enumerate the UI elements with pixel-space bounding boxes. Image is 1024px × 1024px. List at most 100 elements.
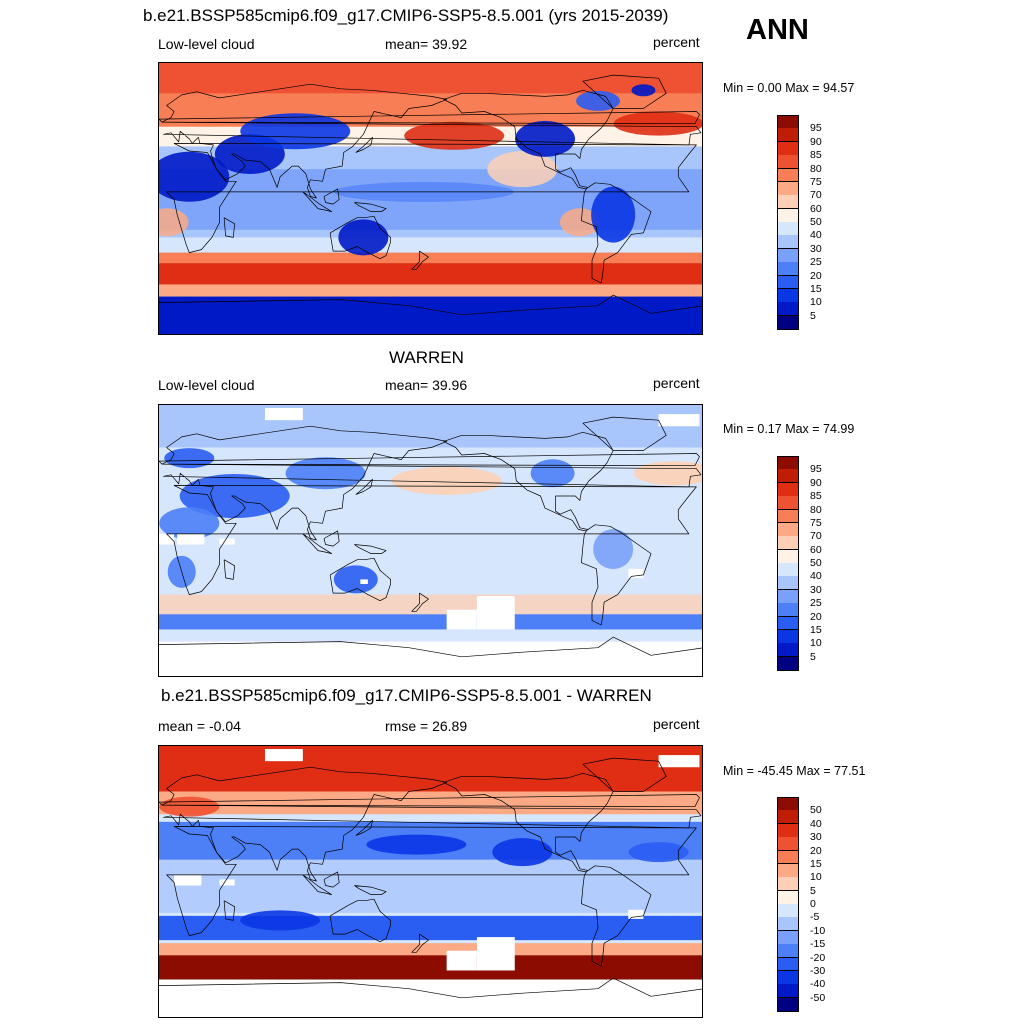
- colorbar-tick-label: 90: [810, 476, 822, 489]
- panel3-mean-label: mean = -0.04: [158, 718, 241, 734]
- panel3-rmse-label: rmse = 26.89: [385, 718, 468, 734]
- colorbar-swatch: [777, 930, 799, 945]
- colorbar-swatch: [777, 797, 799, 811]
- colorbar-tick-label: 15: [810, 623, 822, 636]
- colorbar-tick-label: 25: [810, 597, 822, 610]
- colorbar-swatch: [777, 616, 799, 631]
- colorbar-swatch: [777, 509, 799, 524]
- colorbar-tick-label: 5: [810, 309, 816, 322]
- panel2-minmax: Min = 0.17 Max = 74.99: [723, 422, 855, 436]
- colorbar-tick-label: 30: [810, 831, 822, 844]
- colorbar-swatch: [777, 181, 799, 196]
- colorbar-tick-label: 80: [810, 162, 822, 175]
- colorbar-tick-label: -5: [810, 911, 820, 924]
- panel3-colorbar: 50 40 30 20 15 10 5 0 -5 -10 -15 -20 -30 -40 -50: [777, 797, 847, 1012]
- colorbar-swatch: [777, 656, 799, 671]
- colorbar-swatch: [777, 456, 799, 470]
- colorbar-swatch: [777, 522, 799, 537]
- colorbar-tick-label: 60: [810, 543, 822, 556]
- colorbar-swatch: [777, 837, 799, 851]
- panel3-units-label: percent: [653, 716, 700, 732]
- colorbar-swatch: [777, 997, 799, 1012]
- colorbar-swatch: [777, 549, 799, 564]
- colorbar-tick-label: -50: [810, 991, 826, 1004]
- panel1-left-label: Low-level cloud: [158, 36, 255, 52]
- colorbar-tick-label: 40: [810, 570, 822, 583]
- colorbar-swatch: [777, 984, 799, 999]
- colorbar-swatch: [777, 970, 799, 985]
- colorbar-tick-label: 20: [810, 269, 822, 282]
- map-field: [159, 405, 702, 676]
- colorbar-swatch: [777, 576, 799, 591]
- colorbar-tick-label: 60: [810, 202, 822, 215]
- panel1-mean-label: mean= 39.92: [385, 36, 468, 52]
- colorbar-swatch: [777, 823, 799, 838]
- colorbar-swatch: [777, 208, 799, 223]
- colorbar-tick-label: -10: [810, 924, 826, 937]
- colorbar-tick-label: 0: [810, 898, 816, 910]
- colorbar-swatch: [777, 155, 799, 169]
- panel2-left-label: Low-level cloud: [158, 377, 255, 393]
- colorbar-tick-label: 25: [810, 256, 822, 269]
- colorbar-swatch: [777, 810, 799, 825]
- colorbar-tick-label: 40: [810, 817, 822, 830]
- colorbar-swatch: [777, 482, 799, 497]
- colorbar-tick-label: -20: [810, 951, 826, 964]
- colorbar-swatch: [777, 589, 799, 604]
- panel3-minmax: Min = -45.45 Max = 77.51: [723, 764, 866, 778]
- colorbar-tick-label: 90: [810, 135, 822, 148]
- colorbar-tick-label: 50: [810, 216, 822, 228]
- panel2-mean-label: mean= 39.96: [385, 377, 468, 393]
- colorbar-swatch: [777, 904, 799, 918]
- colorbar-swatch: [777, 877, 799, 892]
- panel3-title: b.e21.BSSP585cmip6.f09_g17.CMIP6-SSP5-8.…: [161, 686, 652, 705]
- colorbar-swatch: [777, 248, 799, 263]
- colorbar-swatch: [777, 315, 799, 330]
- colorbar-swatch: [777, 863, 799, 878]
- colorbar-swatch: [777, 262, 799, 276]
- colorbar-tick-label: 85: [810, 490, 822, 503]
- colorbar-tick-label: 70: [810, 530, 822, 543]
- colorbar-tick-label: 5: [810, 650, 816, 663]
- colorbar-swatch: [777, 643, 799, 658]
- colorbar-swatch: [777, 944, 799, 958]
- colorbar-tick-label: -40: [810, 978, 826, 991]
- colorbar-swatch: [777, 563, 799, 577]
- colorbar-tick-label: 70: [810, 189, 822, 202]
- colorbar-swatch: [777, 957, 799, 972]
- colorbar-tick-label: 85: [810, 149, 822, 162]
- colorbar-tick-label: 30: [810, 583, 822, 596]
- colorbar-tick-label: 5: [810, 884, 816, 897]
- colorbar-swatch: [777, 128, 799, 143]
- colorbar-swatch: [777, 496, 799, 510]
- colorbar-tick-label: 75: [810, 516, 822, 529]
- map-field: [159, 746, 702, 1017]
- panel1-minmax: Min = 0.00 Max = 94.57: [723, 81, 855, 95]
- panel2-map: [158, 404, 703, 677]
- colorbar-swatch: [777, 302, 799, 317]
- panel2-units-label: percent: [653, 375, 700, 391]
- colorbar-tick-label: -15: [810, 938, 826, 951]
- colorbar-swatch: [777, 917, 799, 932]
- panel2-colorbar: 95 90 85 80 75 70 60 50 40 30 25 20 15 10 5: [777, 456, 847, 671]
- colorbar-tick-label: 75: [810, 175, 822, 188]
- colorbar-swatch: [777, 235, 799, 250]
- panel1-map: [158, 62, 703, 335]
- colorbar-tick-label: 15: [810, 282, 822, 295]
- colorbar-tick-label: 10: [810, 296, 822, 309]
- map-field: [159, 63, 702, 334]
- panel1-units-label: percent: [653, 34, 700, 50]
- colorbar-tick-label: 10: [810, 871, 822, 884]
- colorbar-tick-label: -30: [810, 964, 826, 977]
- season-label: ANN: [746, 14, 809, 46]
- colorbar-swatch: [777, 222, 799, 236]
- colorbar-tick-label: 95: [810, 463, 822, 476]
- colorbar-tick-label: 30: [810, 242, 822, 255]
- colorbar-tick-label: 80: [810, 503, 822, 516]
- colorbar-swatch: [777, 629, 799, 644]
- colorbar-swatch: [777, 469, 799, 484]
- colorbar-tick-label: 20: [810, 610, 822, 623]
- colorbar-tick-label: 50: [810, 557, 822, 569]
- colorbar-tick-label: 15: [810, 857, 822, 870]
- colorbar-swatch: [777, 115, 799, 129]
